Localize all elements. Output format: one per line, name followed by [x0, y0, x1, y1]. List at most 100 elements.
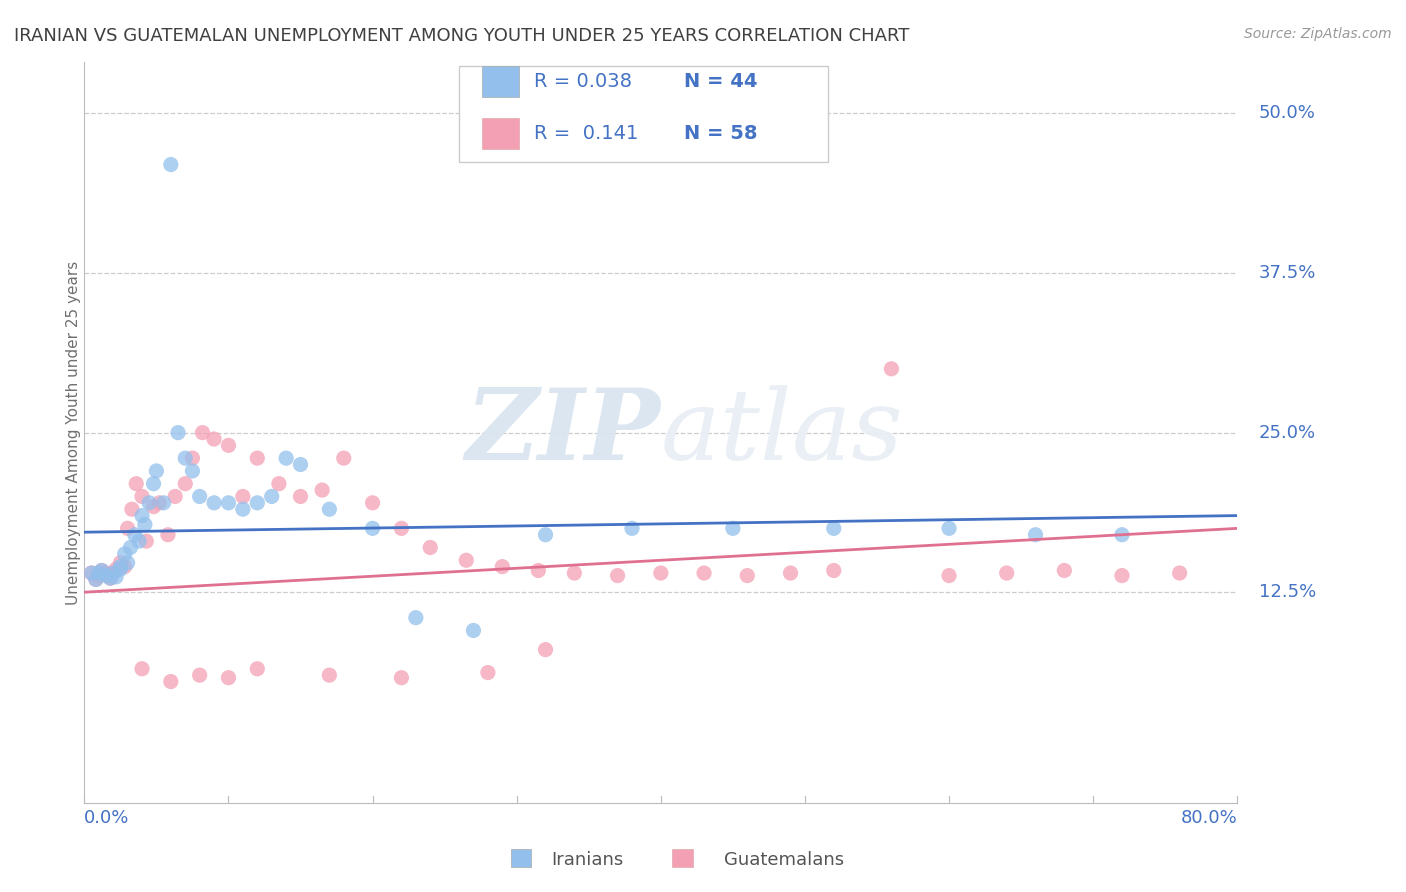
- Point: [218, 496, 240, 510]
- Point: [311, 483, 333, 497]
- Point: [995, 566, 1018, 580]
- Point: [114, 559, 136, 574]
- Point: [110, 559, 132, 574]
- Point: [218, 671, 240, 685]
- Point: [218, 438, 240, 452]
- Point: [134, 517, 156, 532]
- Point: [188, 668, 211, 682]
- Point: [135, 534, 157, 549]
- Point: [131, 508, 153, 523]
- Point: [156, 527, 179, 541]
- Point: [124, 527, 146, 541]
- Point: [125, 476, 148, 491]
- Point: [606, 568, 628, 582]
- Point: [650, 566, 672, 580]
- Text: Iranians: Iranians: [551, 851, 623, 869]
- Bar: [460, 66, 828, 162]
- Point: [90, 564, 112, 578]
- Point: [361, 496, 384, 510]
- Point: [174, 476, 197, 491]
- Y-axis label: Unemployment Among Youth under 25 years: Unemployment Among Youth under 25 years: [66, 260, 80, 605]
- Point: [165, 490, 187, 504]
- Point: [80, 566, 103, 580]
- Point: [131, 662, 153, 676]
- Point: [246, 496, 269, 510]
- Point: [152, 496, 174, 510]
- Text: N = 44: N = 44: [683, 72, 758, 91]
- Point: [534, 527, 557, 541]
- Point: [110, 556, 132, 570]
- Text: 50.0%: 50.0%: [1258, 104, 1316, 122]
- Bar: [672, 848, 693, 867]
- Point: [267, 476, 290, 491]
- Point: [260, 490, 283, 504]
- Point: [202, 432, 225, 446]
- Point: [318, 668, 340, 682]
- Point: [117, 556, 139, 570]
- Bar: [482, 66, 519, 97]
- Point: [128, 534, 150, 549]
- Point: [188, 490, 211, 504]
- Point: [145, 464, 167, 478]
- Point: [110, 562, 132, 576]
- Text: 80.0%: 80.0%: [1181, 809, 1237, 827]
- Point: [84, 573, 107, 587]
- Point: [131, 490, 153, 504]
- Point: [823, 521, 845, 535]
- Point: [938, 521, 960, 535]
- Text: 25.0%: 25.0%: [1258, 424, 1316, 442]
- Point: [391, 521, 413, 535]
- Text: 0.0%: 0.0%: [84, 809, 129, 827]
- Point: [880, 361, 903, 376]
- Point: [98, 571, 121, 585]
- Point: [938, 568, 960, 582]
- Point: [160, 674, 183, 689]
- Text: R = 0.038: R = 0.038: [534, 72, 633, 91]
- Point: [246, 451, 269, 466]
- Point: [1111, 527, 1133, 541]
- Point: [1111, 568, 1133, 582]
- Point: [318, 502, 340, 516]
- Point: [167, 425, 190, 440]
- Point: [737, 568, 759, 582]
- Text: 37.5%: 37.5%: [1258, 264, 1316, 282]
- Point: [534, 642, 557, 657]
- Point: [463, 624, 485, 638]
- Point: [246, 662, 269, 676]
- Point: [405, 611, 427, 625]
- Point: [290, 458, 312, 472]
- Point: [693, 566, 716, 580]
- Point: [361, 521, 384, 535]
- Text: 12.5%: 12.5%: [1258, 583, 1316, 601]
- Bar: [482, 119, 519, 149]
- Bar: [510, 848, 531, 867]
- Point: [103, 566, 124, 580]
- Text: ZIP: ZIP: [465, 384, 661, 481]
- Point: [114, 547, 136, 561]
- Text: R =  0.141: R = 0.141: [534, 124, 638, 143]
- Point: [391, 671, 413, 685]
- Point: [80, 566, 103, 580]
- Text: atlas: atlas: [661, 385, 904, 480]
- Point: [84, 573, 107, 587]
- Point: [456, 553, 478, 567]
- Point: [276, 451, 298, 466]
- Text: Guatemalans: Guatemalans: [724, 851, 845, 869]
- Point: [117, 521, 139, 535]
- Point: [138, 496, 160, 510]
- Point: [142, 476, 165, 491]
- Point: [779, 566, 801, 580]
- Text: IRANIAN VS GUATEMALAN UNEMPLOYMENT AMONG YOUTH UNDER 25 YEARS CORRELATION CHART: IRANIAN VS GUATEMALAN UNEMPLOYMENT AMONG…: [14, 27, 910, 45]
- Point: [90, 564, 112, 578]
- Point: [181, 451, 204, 466]
- Point: [142, 500, 165, 514]
- Point: [564, 566, 586, 580]
- Point: [202, 496, 225, 510]
- Point: [174, 451, 197, 466]
- Point: [1025, 527, 1047, 541]
- Point: [103, 566, 124, 580]
- Point: [160, 157, 183, 171]
- Point: [621, 521, 644, 535]
- Text: N = 58: N = 58: [683, 124, 758, 143]
- Point: [419, 541, 441, 555]
